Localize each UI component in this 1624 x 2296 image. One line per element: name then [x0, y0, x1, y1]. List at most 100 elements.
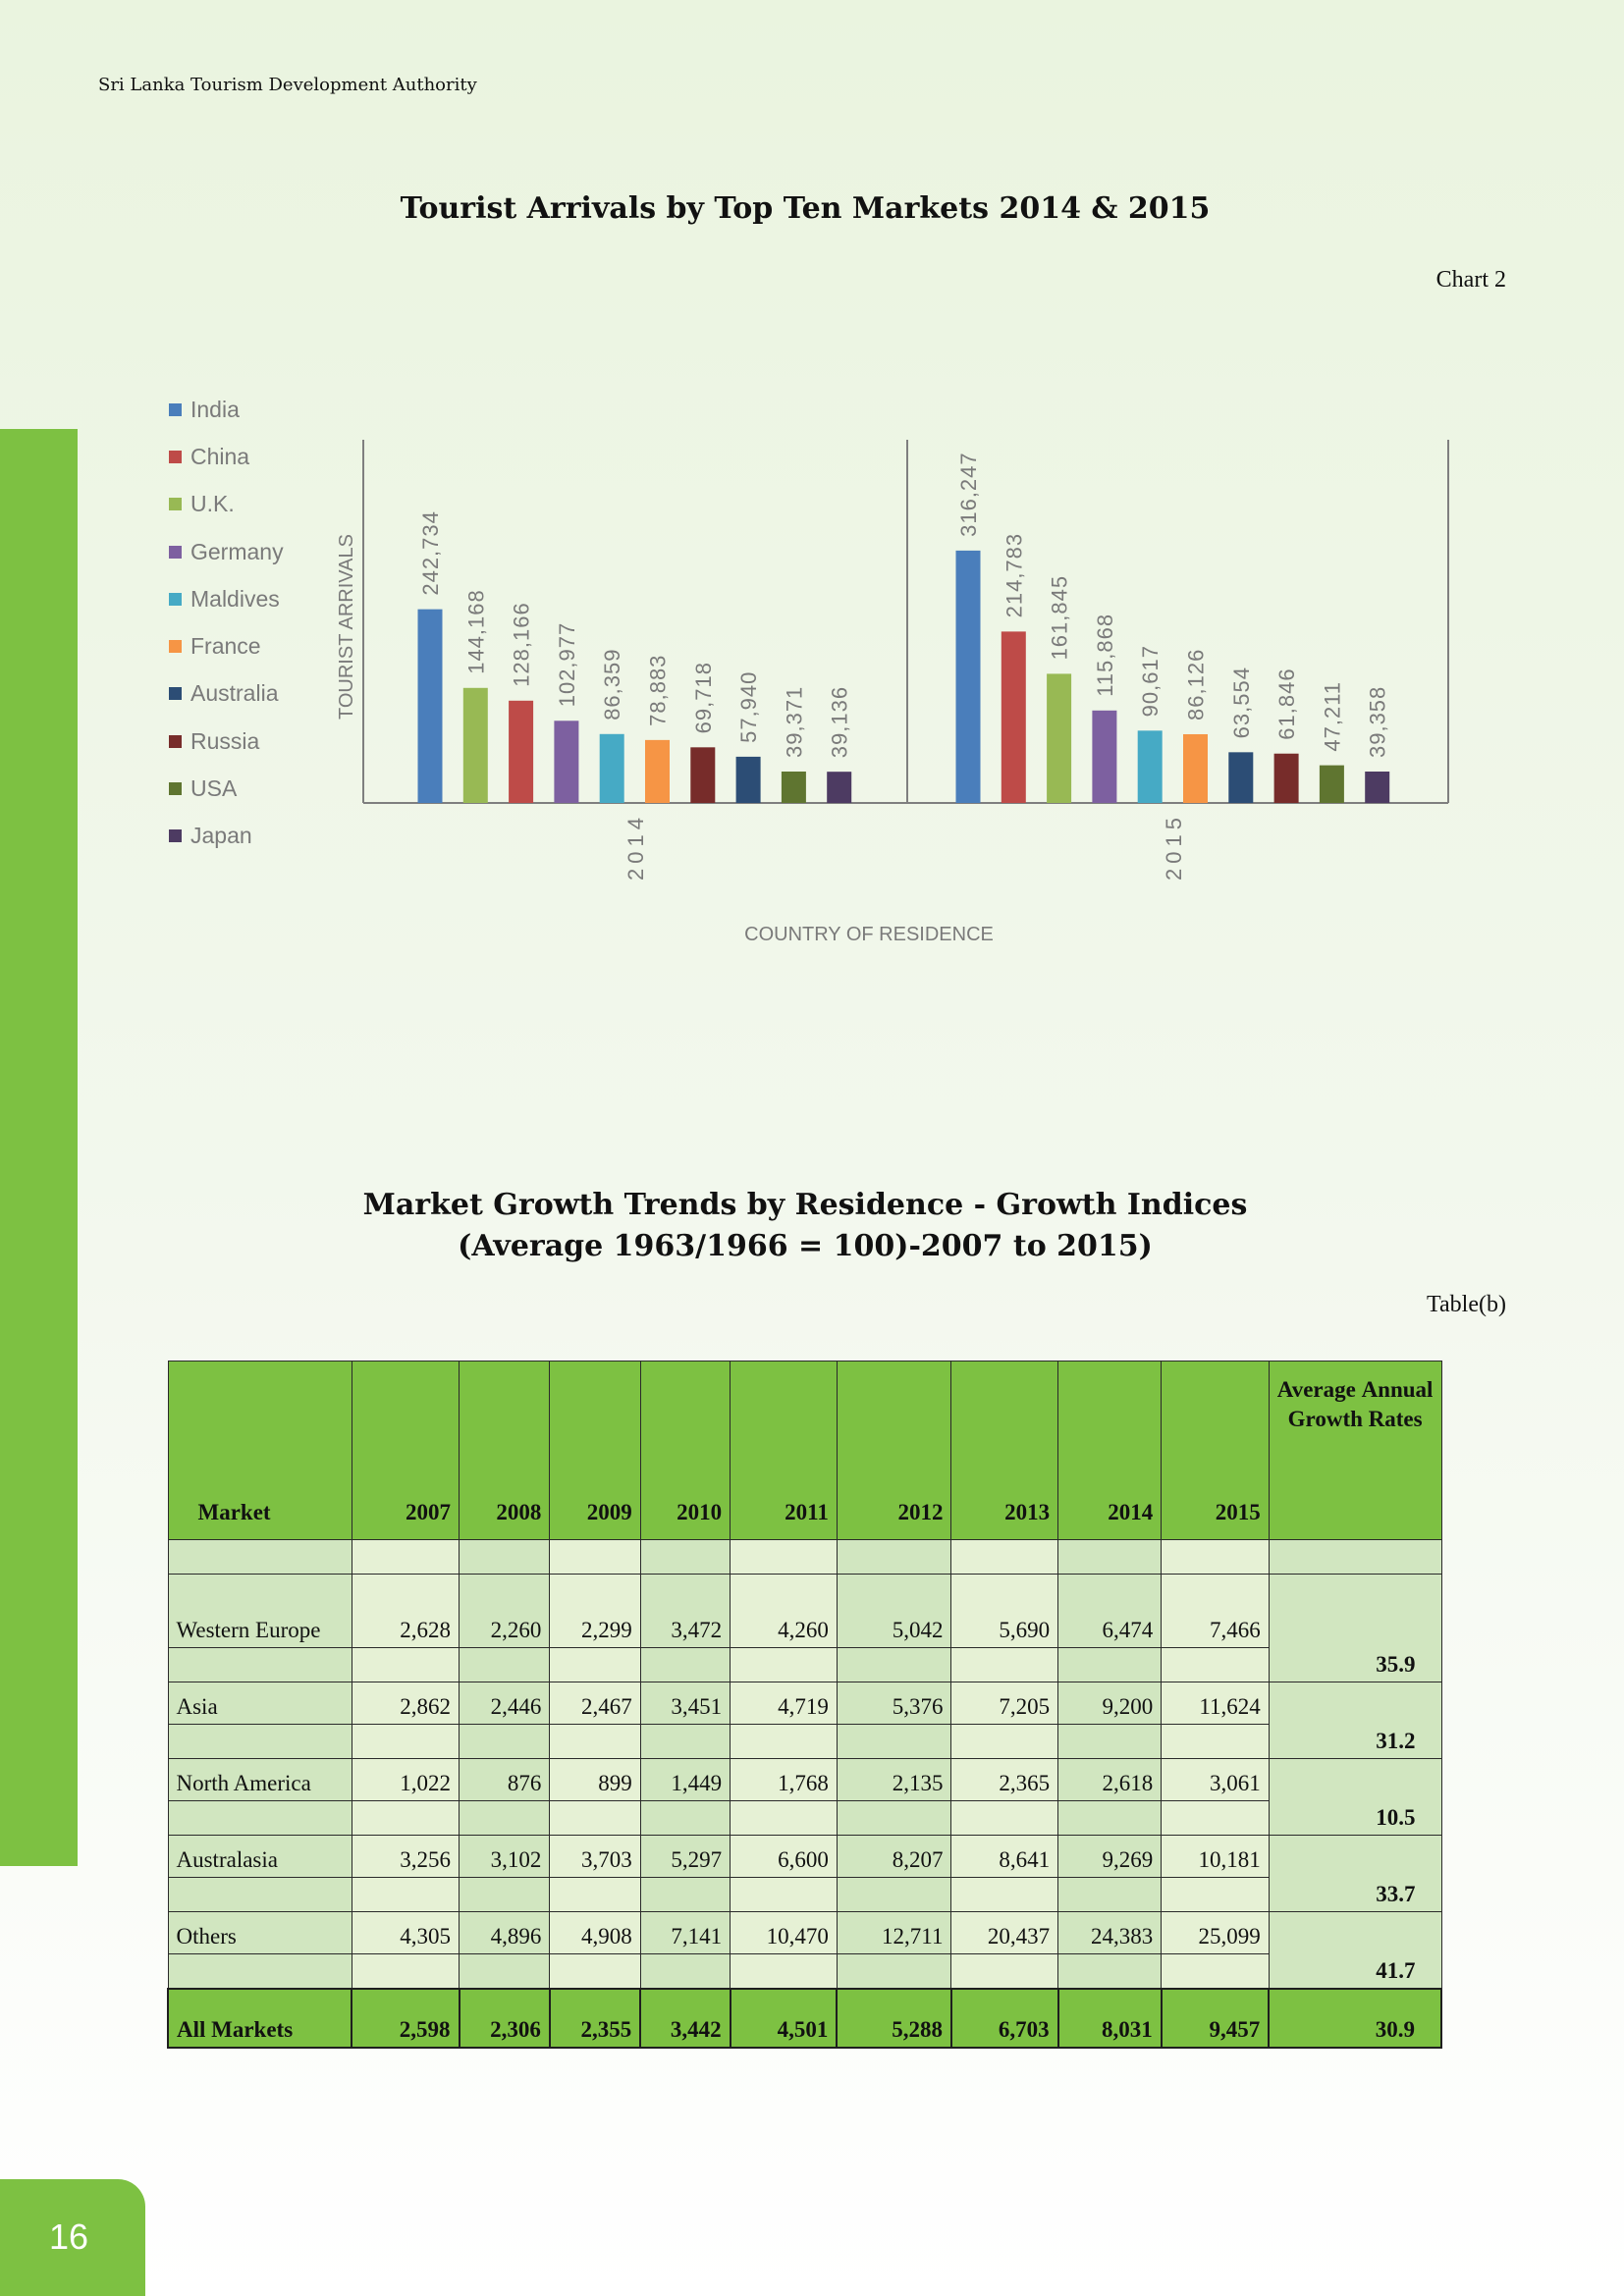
empty-cell	[167, 1539, 352, 1575]
empty-cell	[1057, 1647, 1163, 1682]
bar-2014-maldives	[599, 733, 624, 803]
legend-item: Russia	[169, 718, 284, 765]
empty-cell	[730, 1647, 838, 1682]
empty-cell	[730, 1800, 838, 1836]
index-value-cell: 11,624	[1161, 1682, 1270, 1725]
empty-cell	[836, 1724, 952, 1759]
index-value-cell: 1,768	[730, 1758, 838, 1801]
legend-swatch	[169, 498, 182, 511]
data-label: 128,166	[510, 602, 534, 687]
total-value-cell: 9,457	[1160, 1988, 1271, 2049]
column-header-year: 2015	[1161, 1361, 1270, 1540]
empty-cell	[167, 1800, 352, 1836]
column-header-year: 2012	[836, 1361, 952, 1540]
legend-label: U.K.	[190, 491, 235, 517]
empty-cell	[639, 1800, 731, 1836]
column-header-year: 2009	[549, 1361, 641, 1540]
legend-item: USA	[169, 765, 284, 812]
index-value-cell: 1,449	[639, 1758, 731, 1801]
legend-swatch	[169, 402, 182, 416]
column-header-year: 2011	[730, 1361, 838, 1540]
index-value-cell: 3,451	[639, 1682, 731, 1725]
bar-2015-usa	[1319, 765, 1344, 803]
empty-cell	[1161, 1800, 1270, 1836]
data-label: 86,359	[600, 648, 624, 720]
index-value-cell: 4,305	[351, 1911, 460, 1954]
index-value-cell: 12,711	[836, 1911, 952, 1954]
table-row: Asia 2,862 2,446 2,467 3,451 4,719 5,376 7,205 9…	[167, 1682, 1442, 1759]
legend-swatch	[169, 734, 182, 748]
empty-cell	[459, 1724, 551, 1759]
legend-label: France	[190, 633, 261, 660]
bar-2015-japan	[1365, 772, 1390, 803]
empty-cell	[639, 1953, 731, 1990]
table-row: Australasia 3,256 3,102 3,703 5,297 6,600 8,20…	[167, 1835, 1442, 1912]
empty-cell	[351, 1953, 460, 1990]
page-number: 16	[49, 2216, 89, 2257]
table-row: Others 4,305 4,896 4,908 7,141 10,470 12,711 20…	[167, 1911, 1442, 1990]
index-value-cell: 7,205	[950, 1682, 1059, 1725]
table-spacer-row	[167, 1953, 1441, 1990]
market-name-cell: Australasia	[167, 1835, 352, 1878]
data-label: 78,883	[646, 655, 671, 726]
empty-cell	[1161, 1724, 1270, 1759]
data-label: 86,126	[1184, 649, 1209, 721]
growth-rate-cell: 41.7	[1268, 1911, 1442, 1990]
empty-cell	[639, 1539, 731, 1575]
bar-2015-russia	[1273, 753, 1299, 803]
table-spacer-row	[167, 1877, 1441, 1912]
legend-label: Germany	[190, 538, 284, 564]
column-header-avg-growth: Average Annual Growth Rates	[1268, 1361, 1442, 1540]
empty-cell	[459, 1800, 551, 1836]
bar-2014-france	[645, 739, 670, 803]
index-value-cell: 8,641	[950, 1835, 1059, 1878]
index-value-cell: 3,102	[459, 1835, 551, 1878]
total-value-cell: 6,703	[949, 1988, 1059, 2049]
column-header-year: 2014	[1057, 1361, 1163, 1540]
bar-2014-germany	[554, 721, 579, 803]
total-value-cell: 2,355	[548, 1988, 642, 2049]
legend-item: China	[169, 433, 284, 480]
empty-cell	[1057, 1877, 1163, 1912]
legend-swatch	[169, 545, 182, 559]
empty-cell	[639, 1647, 731, 1682]
empty-cell	[351, 1724, 460, 1759]
total-value-cell: 2,598	[351, 1988, 460, 2049]
chart-reference: Chart 2	[1435, 267, 1506, 293]
bar-2015-india	[955, 550, 981, 803]
data-label: 47,211	[1320, 681, 1344, 752]
data-label: 39,136	[828, 686, 852, 758]
index-value-cell: 9,200	[1057, 1682, 1163, 1725]
legend-swatch	[169, 687, 182, 701]
data-label: 161,845	[1048, 575, 1072, 661]
legend-label: Russia	[190, 727, 260, 754]
table-reference: Table(b)	[1427, 1292, 1506, 1317]
data-label: 57,940	[736, 671, 761, 743]
index-value-cell: 2,135	[836, 1758, 952, 1801]
empty-cell	[639, 1724, 731, 1759]
table-spacer-row	[167, 1647, 1441, 1682]
index-value-cell: 2,862	[351, 1682, 460, 1725]
data-label: 39,371	[782, 686, 806, 758]
empty-cell	[836, 1647, 952, 1682]
index-value-cell: 2,299	[549, 1574, 641, 1648]
index-value-cell: 899	[549, 1758, 641, 1801]
chart-legend: India China U.K. Germany Maldives France Austr…	[169, 386, 284, 860]
growth-rate-cell: 31.2	[1268, 1682, 1442, 1759]
empty-cell	[1057, 1724, 1163, 1759]
index-value-cell: 4,896	[459, 1911, 551, 1954]
market-name-cell: North America	[167, 1758, 352, 1801]
data-label: 39,358	[1366, 686, 1390, 758]
bar-2015-maldives	[1137, 730, 1163, 803]
index-value-cell: 2,365	[950, 1758, 1059, 1801]
empty-cell	[1268, 1539, 1442, 1575]
legend-label: USA	[190, 775, 238, 802]
table-spacer-row	[167, 1800, 1441, 1836]
data-label: 61,846	[1274, 667, 1299, 739]
index-value-cell: 4,260	[730, 1574, 838, 1648]
data-label: 90,617	[1138, 645, 1163, 717]
bar-2015-germany	[1092, 710, 1117, 803]
page-number-tab	[0, 2179, 145, 2296]
empty-cell	[730, 1539, 838, 1575]
total-value-cell: 3,442	[639, 1988, 731, 2049]
